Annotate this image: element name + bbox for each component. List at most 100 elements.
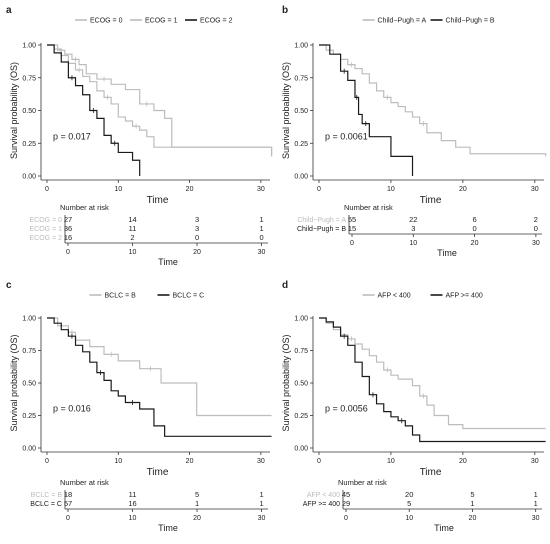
risk-count: 36	[64, 224, 72, 233]
risk-count: 57	[64, 499, 72, 508]
risk-count: 1	[259, 490, 263, 499]
risk-count: 15	[348, 224, 356, 233]
risk-count: 1	[259, 215, 263, 224]
risk-tick-label: 20	[471, 240, 479, 247]
x-tick-label: 30	[257, 186, 265, 193]
risk-count: 29	[342, 499, 350, 508]
risk-count: 1	[259, 224, 263, 233]
risk-count: 2	[130, 233, 134, 242]
y-tick-label: 0.50	[294, 381, 308, 388]
risk-count: 1	[259, 499, 263, 508]
x-tick-label: 20	[186, 458, 194, 465]
legend-label: ECOG = 0	[90, 18, 123, 25]
risk-row-label: ECOG = 1	[30, 226, 63, 233]
risk-row-label: ECOG = 0	[30, 217, 63, 224]
risk-tick-label: 30	[532, 515, 540, 522]
risk-tick-label: 20	[193, 515, 201, 522]
p-value: p = 0.017	[53, 131, 91, 141]
risk-count: 14	[128, 215, 136, 224]
risk-tick-label: 20	[469, 515, 477, 522]
y-tick-label: 0.50	[22, 108, 36, 115]
x-tick-label: 30	[531, 458, 539, 465]
y-tick-label: 0.00	[22, 174, 36, 181]
y-tick-label: 0.75	[22, 348, 36, 355]
risk-row-label: BCLC = B	[31, 492, 63, 499]
x-axis-title: Time	[420, 467, 442, 478]
x-tick-label: 10	[114, 458, 122, 465]
y-tick-label: 1.00	[22, 316, 36, 323]
y-axis-title: Survival probability (OS)	[9, 62, 19, 159]
survival-curve	[319, 44, 414, 176]
y-axis-title: Survival probability (OS)	[281, 334, 291, 431]
risk-tick-label: 0	[66, 515, 70, 522]
risk-tick-label: 20	[193, 249, 201, 256]
risk-count: 3	[411, 224, 415, 233]
risk-x-title: Time	[158, 523, 178, 533]
x-tick-label: 30	[257, 458, 265, 465]
risk-table-title: Number at risk	[60, 203, 109, 212]
risk-count: 27	[64, 215, 72, 224]
risk-row-label: AFP >= 400	[303, 501, 340, 508]
risk-count: 11	[129, 224, 137, 233]
risk-count: 0	[195, 233, 199, 242]
y-axis-title: Survival probability (OS)	[281, 62, 291, 159]
risk-tick-label: 0	[350, 240, 354, 247]
p-value: p = 0.0061	[325, 131, 368, 141]
legend-label: BCLC = C	[173, 293, 205, 300]
risk-count: 6	[472, 215, 476, 224]
risk-table-title: Number at risk	[338, 478, 387, 487]
risk-tick-label: 10	[129, 515, 137, 522]
axes: 0.00 0.25 0.50 0.75 1.00 0 10 20 30 Time Survival …	[9, 43, 270, 206]
axes: 0.00 0.25 0.50 0.75 1.00 0 10 20 30 Time Survival …	[281, 316, 544, 478]
survival-curve	[319, 317, 546, 443]
axes: 0.00 0.25 0.50 0.75 1.00 0 10 20 30 Time Survival …	[281, 43, 544, 206]
risk-tick-label: 10	[405, 515, 413, 522]
survival-curve	[47, 44, 273, 157]
legend-label: Child−Pugh = B	[446, 18, 495, 25]
risk-count: 3	[195, 215, 199, 224]
risk-count: 5	[195, 490, 199, 499]
risk-count: 20	[405, 490, 413, 499]
axes: 0.00 0.25 0.50 0.75 1.00 0 10 20 30 Time Survival …	[9, 316, 270, 478]
y-tick-label: 0.25	[294, 141, 308, 148]
risk-tick-label: 0	[344, 515, 348, 522]
risk-row-label: AFP < 400	[307, 492, 340, 499]
risk-tick-label: 10	[129, 249, 137, 256]
risk-count: 5	[470, 490, 474, 499]
panel-b: b Child−Pugh = A Child−Pugh = B0.000.250.…	[281, 5, 547, 258]
y-tick-label: 1.00	[294, 316, 308, 323]
curves	[319, 44, 547, 176]
risk-table: Number at risk Child−Pugh = A 55 22 6 2 Child−…	[297, 203, 542, 258]
p-value: p = 0.016	[53, 404, 91, 414]
y-tick-label: 0.25	[22, 413, 36, 420]
x-tick-label: 0	[45, 186, 49, 193]
risk-row-label: Child−Pugh = A	[297, 217, 346, 224]
y-tick-label: 0.75	[22, 75, 36, 82]
risk-tick-label: 0	[66, 249, 70, 256]
risk-row-label: ECOG = 2	[30, 235, 63, 242]
survival-curve	[319, 44, 547, 157]
legend-label: AFP >= 400	[446, 293, 483, 300]
risk-x-title: Time	[158, 257, 178, 267]
risk-count: 0	[472, 224, 476, 233]
x-tick-label: 0	[317, 458, 321, 465]
x-axis-title: Time	[147, 467, 169, 478]
y-tick-label: 0.00	[22, 446, 36, 453]
x-tick-label: 20	[459, 458, 467, 465]
legend: Child−Pugh = A Child−Pugh = B	[362, 18, 495, 25]
panel-d: d AFP < 400 AFP >= 400 0.00 0.25 0.50 0.75 1.0…	[281, 280, 546, 533]
legend-label: AFP < 400	[378, 293, 411, 300]
x-axis-title: Time	[420, 195, 442, 206]
legend: BCLC = B BCLC = C	[89, 293, 205, 300]
legend-label: Child−Pugh = A	[378, 18, 427, 25]
legend: ECOG = 0 ECOG = 1 ECOG = 2	[75, 18, 233, 25]
panel-c: c BCLC = B BCLC = C 0.00 0.25 0.50 0.75 1.00 0 1…	[6, 280, 272, 533]
y-tick-label: 1.00	[22, 43, 36, 50]
survival-curve	[47, 317, 272, 417]
x-tick-label: 10	[387, 186, 395, 193]
risk-tick-label: 30	[532, 240, 540, 247]
survival-curve	[47, 44, 273, 157]
legend-label: BCLC = B	[105, 293, 137, 300]
risk-tick-label: 30	[258, 515, 266, 522]
